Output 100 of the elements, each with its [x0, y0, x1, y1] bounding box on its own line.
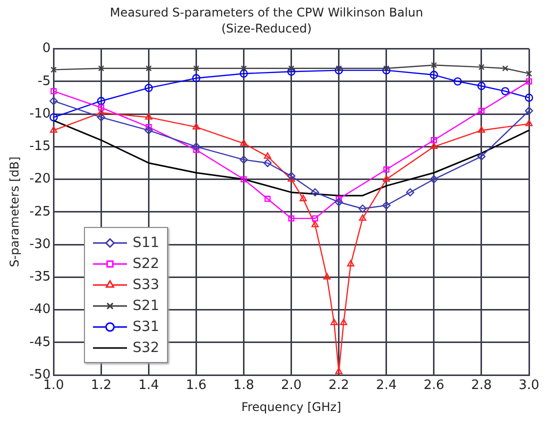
point	[264, 152, 272, 159]
legend-label: S11	[132, 234, 160, 250]
point	[526, 78, 532, 84]
point	[146, 124, 152, 130]
point	[50, 113, 58, 122]
point	[525, 120, 533, 126]
point	[501, 87, 510, 96]
point	[382, 201, 390, 210]
legend-label: S32	[132, 340, 160, 356]
point	[287, 172, 296, 180]
point	[192, 74, 200, 82]
point	[430, 142, 438, 150]
x-tick-label: 2.0	[280, 378, 302, 394]
point	[334, 66, 343, 74]
point	[347, 260, 354, 266]
point	[98, 104, 104, 111]
point	[334, 198, 343, 206]
legend-label: S33	[132, 276, 160, 292]
point	[288, 65, 294, 72]
point	[382, 66, 390, 74]
point	[336, 65, 342, 72]
point	[502, 65, 508, 72]
point	[144, 126, 153, 134]
point	[144, 84, 153, 92]
x-tick-label: 2.6	[424, 378, 444, 394]
y-tick-label: -25	[29, 204, 51, 220]
y-tick-label: -30	[29, 236, 51, 252]
point	[312, 215, 318, 222]
x-tick-label: 1.4	[138, 378, 160, 394]
point	[300, 194, 307, 202]
x-tick-label: 2.2	[328, 378, 350, 394]
point	[192, 142, 200, 151]
x-tick-label: 3.0	[518, 378, 540, 394]
point	[430, 70, 438, 79]
point	[240, 139, 248, 146]
point	[336, 196, 342, 202]
point	[323, 273, 331, 280]
point	[97, 113, 106, 122]
point	[478, 108, 485, 114]
y-tick-label: -40	[29, 302, 51, 318]
point	[50, 66, 57, 73]
point	[358, 214, 366, 221]
legend-label: S31	[132, 318, 160, 334]
x-tick-label: 2.8	[471, 378, 492, 394]
point	[430, 175, 438, 184]
point	[478, 64, 485, 70]
point	[240, 156, 248, 164]
point	[524, 94, 534, 102]
x-axis-title: Frequency [GHz]	[241, 400, 342, 414]
point	[310, 188, 320, 196]
point	[192, 122, 200, 130]
point	[240, 69, 248, 78]
y-tick-label: -45	[29, 334, 51, 350]
x-tick-label: 1.8	[233, 378, 254, 394]
point	[383, 65, 390, 72]
point	[97, 96, 106, 106]
point	[50, 88, 57, 94]
point	[477, 152, 486, 161]
point	[263, 158, 272, 168]
point	[50, 96, 58, 106]
y-tick-label: 0	[42, 41, 51, 56]
x-tick-label: 1.2	[90, 378, 112, 394]
point	[526, 70, 532, 77]
point	[340, 318, 348, 326]
x-tick-label: 2.4	[376, 378, 397, 394]
y-tick-label: -35	[29, 270, 51, 285]
point	[264, 196, 271, 202]
point	[311, 220, 319, 228]
point	[478, 126, 486, 133]
point	[288, 175, 295, 182]
point	[146, 65, 152, 72]
point	[240, 176, 247, 182]
point	[477, 82, 486, 90]
point	[288, 215, 294, 222]
y-tick-label: -20	[29, 172, 51, 187]
y-tick-label: -10	[29, 106, 51, 122]
point	[98, 65, 104, 72]
point	[383, 166, 390, 173]
point	[454, 77, 462, 86]
point	[358, 204, 367, 213]
y-axis-title: S-parameters [dB]	[7, 156, 22, 268]
point	[330, 318, 338, 326]
point	[287, 68, 296, 76]
legend-label: S22	[132, 256, 160, 272]
point	[193, 146, 200, 153]
point	[335, 368, 342, 374]
point	[524, 106, 534, 115]
y-tick-label: -15	[29, 139, 51, 154]
chart-subtitle: (Size-Reduced)	[221, 22, 312, 36]
point	[145, 113, 152, 120]
point	[50, 126, 58, 133]
point	[193, 65, 200, 72]
point	[98, 108, 105, 116]
point	[240, 65, 247, 72]
point	[430, 137, 437, 144]
legend-label: S21	[132, 298, 160, 314]
point	[406, 188, 414, 196]
y-tick-label: -5	[38, 74, 51, 89]
x-tick-label: 1.6	[186, 378, 207, 394]
point	[430, 62, 437, 68]
